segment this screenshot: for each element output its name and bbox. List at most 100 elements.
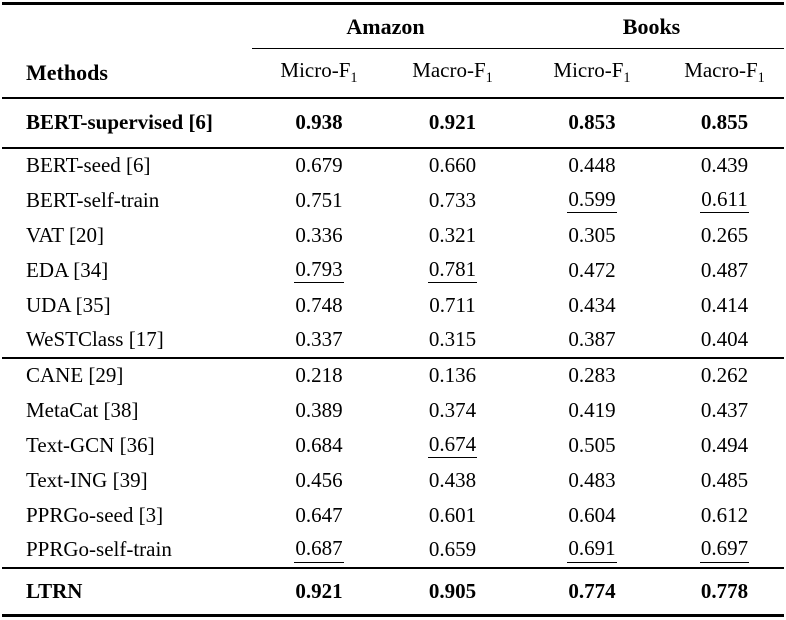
- value-cell: 0.321: [386, 218, 519, 253]
- value: 0.778: [700, 578, 749, 603]
- value: 0.659: [428, 537, 477, 561]
- value-cell: 0.374: [386, 393, 519, 428]
- value-underlined: 0.793: [294, 258, 344, 284]
- value-cell: 0.612: [665, 498, 784, 533]
- table-row-vat: VAT [20] 0.336 0.321 0.305 0.265: [2, 218, 784, 253]
- value-cell: 0.711: [386, 288, 519, 323]
- metric-header-amazon-macro: Macro-F1: [386, 48, 519, 99]
- method-cell: EDA [34]: [26, 257, 109, 282]
- value-cell: 0.938: [252, 97, 386, 149]
- method-cell: BERT-supervised [6]: [2, 97, 252, 149]
- value-cell: 0.674: [386, 428, 519, 463]
- value: 0.305: [568, 222, 616, 247]
- value-cell: 0.337: [252, 322, 386, 359]
- value: 0.218: [295, 363, 343, 387]
- metric-subscript: 1: [623, 70, 631, 87]
- value: 0.387: [568, 327, 616, 351]
- value-cell: 0.136: [386, 358, 519, 393]
- value: 0.905: [428, 578, 477, 603]
- value-cell: 0.472: [519, 253, 665, 288]
- value: 0.647: [295, 502, 343, 527]
- method-cell: BERT-seed [6]: [26, 153, 151, 177]
- table-row-bert-self-train: BERT-self-train 0.751 0.733 0.599 0.611: [2, 183, 784, 218]
- metric-subscript: 1: [485, 70, 493, 87]
- value: 0.414: [700, 292, 749, 317]
- value: 0.404: [700, 327, 749, 351]
- value: 0.601: [428, 502, 477, 527]
- method-cell: CANE [29]: [26, 363, 124, 387]
- value-cell: 0.659: [386, 532, 519, 569]
- metric-header-books-macro: Macro-F1: [665, 48, 785, 99]
- method-cell: Text-ING [39]: [26, 467, 148, 492]
- value: 0.448: [568, 153, 616, 177]
- value: 0.938: [295, 110, 343, 134]
- value-cell: 0.921: [386, 97, 519, 149]
- value-cell: 0.414: [665, 288, 784, 323]
- table-row-bert-seed: BERT-seed [6] 0.679 0.660 0.448 0.439: [2, 148, 784, 183]
- metric-name: Macro-F: [684, 58, 758, 83]
- group-header-amazon: Amazon: [252, 3, 519, 49]
- value: 0.283: [568, 363, 616, 387]
- value-cell: 0.778: [665, 568, 784, 616]
- method-cell: BERT-self-train: [26, 187, 160, 212]
- value: 0.439: [700, 153, 749, 177]
- value-underlined: 0.687: [294, 537, 344, 563]
- value: 0.456: [295, 467, 343, 492]
- value-cell: 0.855: [665, 97, 785, 149]
- value-cell: 0.921: [252, 568, 386, 616]
- value-cell: 0.456: [252, 463, 386, 498]
- value: 0.483: [568, 467, 616, 492]
- metric-subscript: 1: [350, 70, 358, 87]
- table-row-uda: UDA [35] 0.748 0.711 0.434 0.414: [2, 288, 784, 323]
- table-row-westclass: WeSTClass [17] 0.337 0.315 0.387 0.404: [2, 322, 785, 359]
- value-cell: 0.494: [665, 428, 784, 463]
- value: 0.733: [428, 187, 477, 212]
- method-cell: LTRN: [26, 578, 83, 603]
- value-cell: 0.684: [252, 428, 386, 463]
- metric-subscript: 1: [757, 70, 765, 87]
- value: 0.315: [428, 327, 477, 351]
- method-cell: WeSTClass [17]: [2, 322, 252, 359]
- value-cell: 0.853: [519, 97, 665, 149]
- value-cell: 0.604: [519, 498, 665, 533]
- value-cell: 0.404: [665, 322, 785, 359]
- value: 0.419: [568, 397, 616, 422]
- value-cell: 0.483: [519, 463, 665, 498]
- value-underlined: 0.781: [427, 258, 478, 284]
- value-underlined: 0.697: [699, 537, 750, 563]
- method-cell: PPRGo-seed [3]: [26, 502, 164, 527]
- value: 0.921: [428, 110, 477, 134]
- value: 0.494: [700, 432, 749, 457]
- method-cell: UDA [35]: [26, 292, 111, 317]
- value: 0.921: [295, 578, 343, 603]
- value-cell: 0.262: [665, 358, 784, 393]
- table-row-bert-supervised: BERT-supervised [6] 0.938 0.921 0.853 0.…: [2, 97, 785, 149]
- value-cell: 0.751: [252, 183, 386, 218]
- value-cell: 0.611: [665, 183, 784, 218]
- value: 0.336: [295, 222, 343, 247]
- metric-name: Macro-F: [412, 58, 486, 83]
- value: 0.438: [428, 467, 477, 492]
- value-cell: 0.697: [665, 532, 785, 569]
- value-cell: 0.437: [665, 393, 784, 428]
- method-cell: MetaCat [38]: [26, 397, 139, 422]
- value-cell: 0.774: [519, 568, 665, 616]
- value-cell: 0.687: [252, 532, 386, 569]
- value-cell: 0.419: [519, 393, 665, 428]
- table-row-pprgo-self-train: PPRGo-self-train 0.687 0.659 0.691 0.697: [2, 532, 785, 569]
- value-cell: 0.748: [252, 288, 386, 323]
- value-cell: 0.387: [519, 322, 665, 359]
- method-cell: Text-GCN [36]: [26, 432, 155, 457]
- value: 0.437: [700, 397, 749, 422]
- method-cell: PPRGo-self-train: [2, 532, 252, 569]
- table-row-eda: EDA [34] 0.793 0.781 0.472 0.487: [2, 253, 784, 288]
- value-underlined: 0.611: [700, 188, 749, 214]
- table-row-ltrn: LTRN 0.921 0.905 0.774 0.778: [2, 568, 784, 616]
- value-underlined: 0.599: [567, 188, 617, 214]
- metric-name: Micro-F: [553, 58, 624, 83]
- value-cell: 0.434: [519, 288, 665, 323]
- value-cell: 0.505: [519, 428, 665, 463]
- value: 0.337: [295, 327, 343, 351]
- group-header-books: Books: [519, 3, 785, 49]
